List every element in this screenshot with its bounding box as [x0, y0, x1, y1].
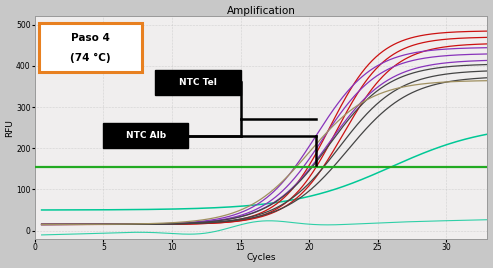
Bar	[39, 23, 142, 72]
X-axis label: Cycles: Cycles	[246, 254, 276, 262]
Text: NTC Alb: NTC Alb	[126, 131, 166, 140]
Bar	[104, 124, 188, 148]
Text: (74 °C): (74 °C)	[70, 53, 110, 63]
Text: NTC Tel: NTC Tel	[179, 78, 217, 87]
Y-axis label: RFU: RFU	[5, 119, 15, 137]
Bar	[155, 70, 241, 95]
Text: Paso 4: Paso 4	[71, 33, 110, 43]
Title: Amplification: Amplification	[227, 6, 295, 16]
